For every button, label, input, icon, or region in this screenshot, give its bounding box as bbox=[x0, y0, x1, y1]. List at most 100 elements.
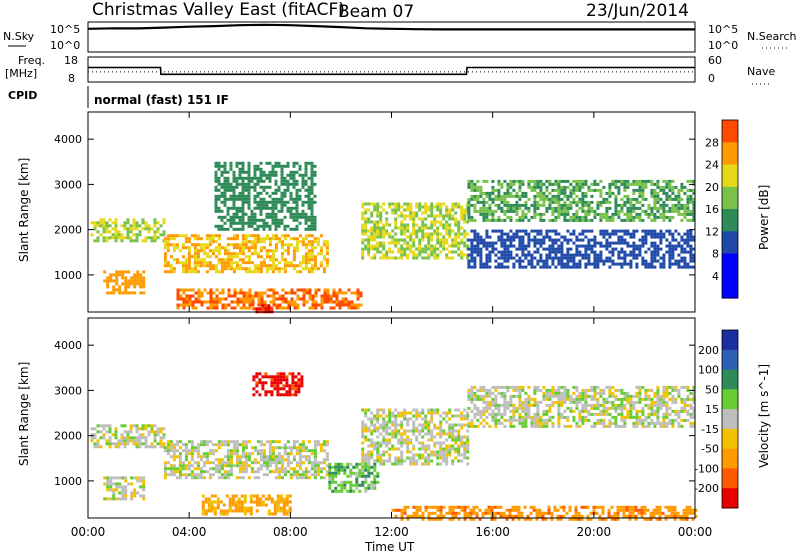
echo-cell bbox=[278, 222, 281, 225]
echo-cell bbox=[311, 174, 314, 177]
echo-cell bbox=[527, 239, 530, 242]
echo-cell bbox=[560, 210, 563, 213]
echo-cell bbox=[267, 295, 270, 298]
echo-cell bbox=[194, 243, 197, 246]
echo-cell bbox=[179, 467, 182, 470]
echo-cell bbox=[476, 425, 479, 428]
echo-cell bbox=[242, 470, 245, 473]
echo-cell bbox=[479, 213, 482, 216]
echo-cell bbox=[418, 203, 421, 206]
echo-cell bbox=[255, 381, 258, 384]
echo-cell bbox=[415, 463, 418, 466]
echo-cell bbox=[530, 425, 533, 428]
echo-cell bbox=[109, 236, 112, 239]
echo-cell bbox=[457, 245, 460, 248]
echo-cell bbox=[545, 210, 548, 213]
echo-cell bbox=[266, 225, 269, 228]
echo-cell bbox=[248, 216, 251, 219]
echo-cell bbox=[331, 478, 334, 481]
echo-cell bbox=[485, 392, 488, 395]
echo-cell bbox=[269, 177, 272, 180]
echo-cell bbox=[385, 451, 388, 454]
echo-cell bbox=[103, 497, 106, 500]
echo-cell bbox=[218, 461, 221, 464]
echo-cell bbox=[457, 451, 460, 454]
echo-cell bbox=[470, 257, 473, 260]
echo-cell bbox=[427, 209, 430, 212]
echo-cell bbox=[212, 264, 215, 267]
echo-cell bbox=[530, 266, 533, 269]
echo-cell bbox=[245, 177, 248, 180]
echo-cell bbox=[527, 404, 530, 407]
echo-cell bbox=[124, 224, 127, 227]
echo-cell bbox=[230, 473, 233, 476]
echo-cell bbox=[242, 222, 245, 225]
echo-cell bbox=[299, 270, 302, 273]
echo-cell bbox=[245, 470, 248, 473]
echo-cell bbox=[439, 206, 442, 209]
echo-cell bbox=[512, 236, 515, 239]
echo-cell bbox=[388, 224, 391, 227]
echo-cell bbox=[521, 410, 524, 413]
echo-cell bbox=[560, 398, 563, 401]
echo-cell bbox=[545, 207, 548, 210]
echo-cell bbox=[397, 430, 400, 433]
echo-cell bbox=[623, 195, 626, 198]
echo-cell bbox=[273, 384, 276, 387]
echo-cell bbox=[346, 490, 349, 493]
echo-cell bbox=[115, 442, 118, 445]
echo-cell bbox=[224, 258, 227, 261]
echo-cell bbox=[215, 210, 218, 213]
echo-cell bbox=[314, 195, 317, 198]
echo-cell bbox=[376, 454, 379, 457]
echo-cell bbox=[160, 439, 163, 442]
echo-cell bbox=[539, 257, 542, 260]
echo-cell bbox=[400, 439, 403, 442]
echo-cell bbox=[100, 436, 103, 439]
echo-cell bbox=[211, 504, 214, 507]
echo-cell bbox=[409, 215, 412, 218]
echo-cell bbox=[602, 236, 605, 239]
echo-cell bbox=[569, 204, 572, 207]
echo-cell bbox=[485, 207, 488, 210]
echo-cell bbox=[539, 189, 542, 192]
echo-cell bbox=[242, 258, 245, 261]
echo-cell bbox=[686, 233, 689, 236]
echo-cell bbox=[294, 387, 297, 390]
echo-cell bbox=[451, 218, 454, 221]
echo-cell bbox=[285, 390, 288, 393]
echo-cell bbox=[308, 267, 311, 270]
echo-cell bbox=[554, 210, 557, 213]
echo-cell bbox=[170, 243, 173, 246]
echo-cell bbox=[258, 372, 261, 375]
echo-cell bbox=[103, 279, 106, 282]
echo-cell bbox=[518, 398, 521, 401]
echo-cell bbox=[164, 255, 167, 258]
echo-cell bbox=[560, 204, 563, 207]
echo-cell bbox=[442, 457, 445, 460]
echo-cell bbox=[305, 168, 308, 171]
echo-cell bbox=[503, 260, 506, 263]
echo-cell bbox=[620, 198, 623, 201]
echo-cell bbox=[275, 476, 278, 479]
echo-cell bbox=[142, 282, 145, 285]
echo-cell bbox=[560, 251, 563, 254]
echo-cell bbox=[445, 221, 448, 224]
echo-cell bbox=[590, 245, 593, 248]
echo-cell bbox=[115, 436, 118, 439]
echo-cell bbox=[689, 180, 692, 183]
echo-cell bbox=[494, 219, 497, 222]
echo-cell bbox=[382, 224, 385, 227]
echo-cell bbox=[290, 452, 293, 455]
echo-cell bbox=[557, 422, 560, 425]
echo-cell bbox=[133, 218, 136, 221]
echo-cell bbox=[343, 472, 346, 475]
echo-cell bbox=[275, 464, 278, 467]
echo-cell bbox=[139, 282, 142, 285]
echo-cell bbox=[491, 410, 494, 413]
echo-cell bbox=[272, 201, 275, 204]
echo-cell bbox=[124, 282, 127, 285]
echo-cell bbox=[290, 243, 293, 246]
echo-cell bbox=[305, 171, 308, 174]
echo-cell bbox=[318, 289, 321, 292]
